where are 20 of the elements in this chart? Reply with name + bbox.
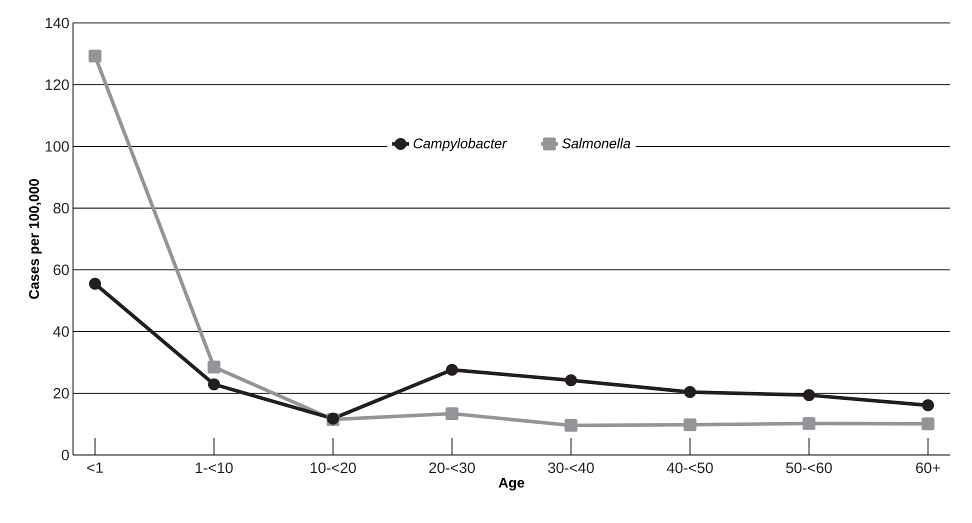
- x-tick-label: 30-<40: [548, 462, 594, 474]
- x-tick-label: 10-<20: [310, 462, 356, 474]
- y-tick-label: 20: [54, 388, 69, 399]
- x-tick-label: <1: [87, 462, 103, 473]
- y-axis-title: Cases per 100,000: [29, 179, 42, 299]
- y-tick-label: 80: [54, 202, 69, 214]
- x-tick-label: 20-<30: [429, 462, 475, 474]
- x-tick-label: 1-<10: [196, 462, 233, 474]
- y-tick-label: 0: [62, 450, 69, 460]
- y-tick-label: 100: [46, 141, 69, 152]
- y-tick-label: 40: [53, 326, 69, 337]
- legend-label: Campylobacter: [414, 138, 508, 152]
- y-tick-label: 120: [46, 79, 69, 90]
- y-tick-label: 140: [46, 18, 69, 28]
- x-tick-label: 60+: [916, 462, 940, 474]
- legend-label: Salmonella: [562, 138, 630, 148]
- x-tick-label: 50-<60: [786, 462, 832, 474]
- x-axis-title: Age: [498, 478, 524, 490]
- y-tick-label: 60: [54, 264, 69, 276]
- x-tick-label: 40-<50: [666, 462, 713, 474]
